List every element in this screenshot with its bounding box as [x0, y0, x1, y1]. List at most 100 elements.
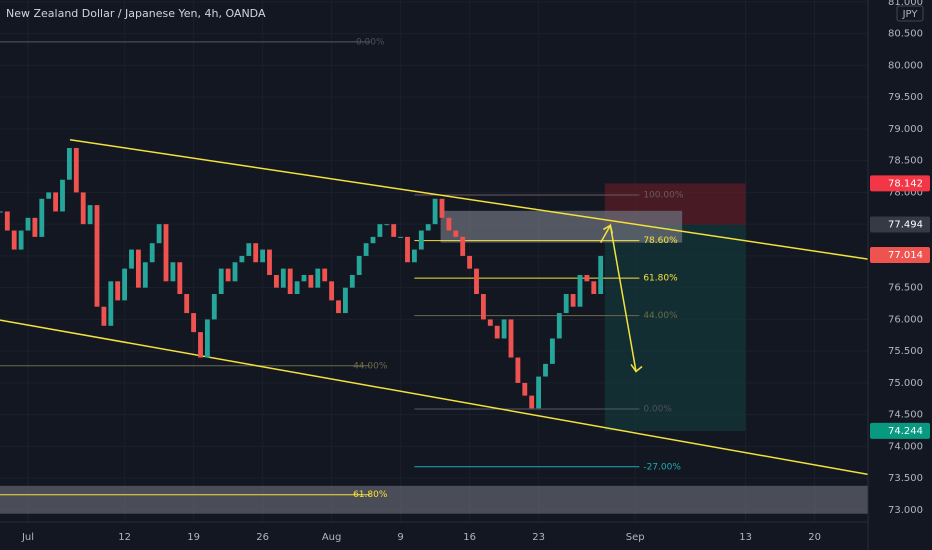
candle	[287, 268, 293, 295]
candle	[225, 268, 231, 282]
candle	[260, 249, 266, 263]
candle	[529, 395, 535, 409]
fib-label: 100.00%	[643, 190, 683, 200]
zone	[440, 210, 683, 243]
candle	[494, 325, 500, 339]
candle	[32, 217, 38, 237]
candle	[556, 313, 562, 339]
x-tick-label: Sep	[626, 532, 645, 543]
y-tick-label: 74.500	[888, 410, 923, 421]
fib-label: 0.00%	[643, 404, 672, 414]
candle	[46, 192, 52, 199]
fib-label: 0.00%	[356, 37, 385, 47]
candle	[425, 224, 431, 231]
currency-box	[896, 5, 924, 22]
y-tick-label: 74.000	[888, 441, 923, 452]
candle	[584, 274, 590, 282]
candle	[129, 249, 134, 269]
candle	[301, 274, 307, 282]
candle	[170, 262, 176, 282]
candle	[577, 274, 583, 307]
price-label-box	[870, 175, 930, 192]
arrow-head	[602, 224, 614, 234]
candle	[4, 211, 10, 231]
candle	[101, 306, 107, 326]
price-label-box	[870, 422, 930, 439]
candle	[418, 230, 424, 250]
candle	[508, 319, 514, 358]
candle	[53, 192, 59, 212]
candle	[204, 319, 210, 358]
candle	[370, 236, 376, 244]
candle	[336, 300, 341, 314]
x-tick-label: 13	[739, 532, 752, 543]
candle	[480, 294, 486, 320]
candle	[39, 198, 45, 237]
candle	[432, 198, 438, 225]
candle	[280, 268, 286, 288]
candle	[232, 262, 238, 282]
candle	[253, 243, 259, 263]
y-tick-label: 75.000	[888, 378, 923, 389]
candle	[329, 281, 335, 301]
price-label-box	[870, 247, 930, 264]
y-tick-label: 81.000	[888, 0, 923, 8]
y-tick-label: 78.500	[888, 156, 923, 167]
candle	[246, 243, 252, 256]
x-tick-label: 23	[532, 532, 545, 543]
candle	[184, 294, 190, 314]
price-label-box	[870, 216, 930, 233]
currency: JPY	[902, 9, 919, 20]
candle	[522, 382, 528, 396]
candle	[363, 243, 369, 256]
x-tick-label: 9	[397, 532, 403, 543]
candle	[177, 262, 183, 295]
candle	[391, 224, 397, 237]
candle	[273, 274, 279, 288]
x-tick-label: Aug	[322, 532, 342, 543]
candle	[460, 236, 466, 256]
candle	[543, 363, 548, 377]
candle	[356, 255, 362, 275]
channel-line	[69, 138, 868, 260]
chart-title: New Zealand Dollar / Japanese Yen, 4h, O…	[6, 7, 266, 20]
x-tick-label: 19	[187, 532, 200, 543]
fib-label: 44.00%	[353, 361, 388, 371]
channel-line	[0, 319, 868, 476]
candle	[142, 262, 148, 288]
candle	[446, 217, 452, 231]
fib-label: 61.80%	[353, 490, 388, 500]
candle	[549, 338, 555, 364]
candle	[0, 211, 3, 213]
candle	[467, 255, 473, 269]
fib-label: -27.00%	[643, 462, 681, 472]
zone	[604, 224, 746, 431]
candle	[474, 268, 479, 295]
candle	[591, 281, 597, 295]
candle	[94, 205, 100, 307]
arrow-head	[630, 364, 643, 373]
price-label: 77.014	[888, 250, 923, 261]
candle	[191, 313, 197, 333]
x-tick-label: 20	[808, 532, 821, 543]
candle	[163, 224, 169, 282]
candle	[487, 319, 493, 326]
candle	[453, 230, 459, 237]
candle	[598, 255, 604, 295]
candle	[211, 294, 217, 320]
candle	[218, 268, 224, 295]
candle	[398, 236, 404, 238]
candle	[87, 205, 93, 225]
candle	[267, 249, 272, 275]
candle	[122, 268, 128, 301]
candle	[322, 268, 328, 282]
fib-label: 61.80%	[643, 274, 678, 284]
candle	[73, 147, 79, 193]
candle	[377, 224, 383, 237]
candle	[439, 198, 445, 218]
fib-label: 78.60%	[643, 236, 678, 246]
candle	[11, 230, 17, 250]
candle	[149, 243, 155, 263]
candle	[25, 217, 31, 231]
